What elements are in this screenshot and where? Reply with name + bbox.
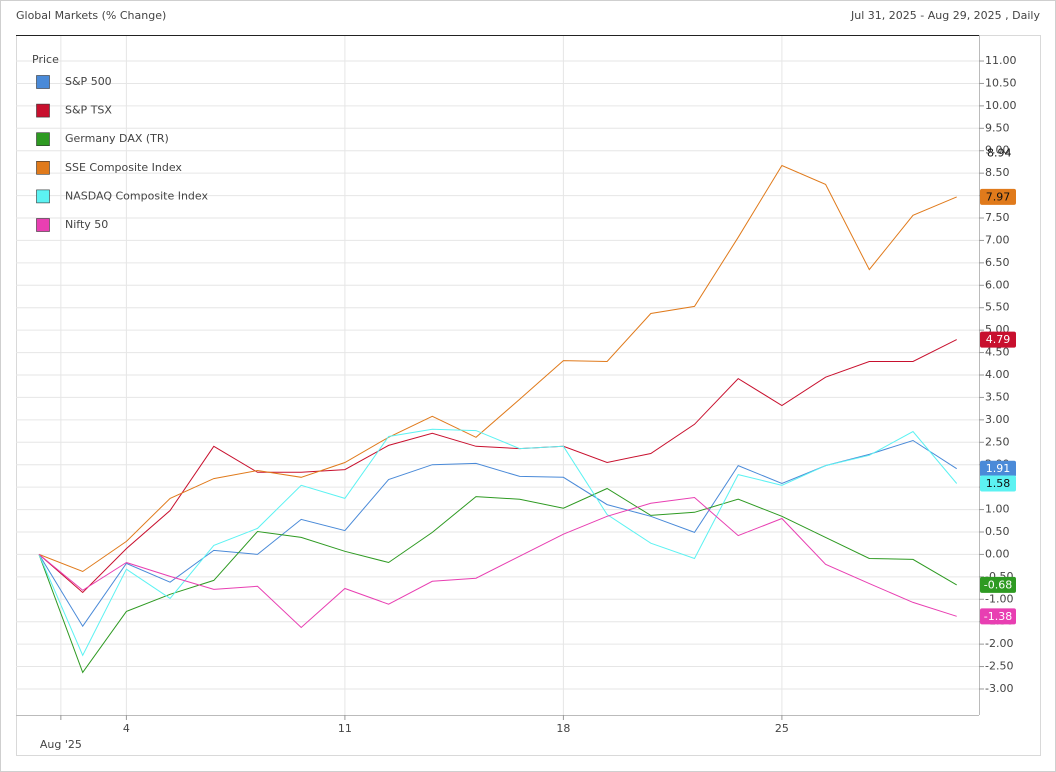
series-line [38,164,957,573]
legend-label: S&P TSX [65,104,112,117]
legend-label: SSE Composite Index [65,161,182,174]
x-tick-label: 25 [775,722,789,735]
y-tick-label: 6.50 [985,256,1010,269]
y-tick-label: 7.50 [985,211,1010,224]
value-badge-label: -0.68 [984,578,1012,591]
lines [38,164,958,674]
y-tick-label: 6.00 [985,278,1010,291]
axes: 11.0010.5010.009.509.008.508.007.507.006… [40,54,1017,751]
y-tick-label: 4.00 [985,368,1010,381]
y-tick-label: 1.00 [985,503,1010,516]
month-label: Aug '25 [40,738,82,751]
y-tick-label: 4.50 [985,346,1010,359]
series-line [38,428,958,657]
y-tick-label: 0.00 [985,547,1010,560]
value-badge-label: -1.38 [984,610,1012,623]
value-badge [980,608,1016,625]
y-tick-label: -2.00 [985,637,1013,650]
y-tick-label: 8.50 [985,166,1010,179]
y-tick-label: 10.50 [985,76,1017,89]
legend-swatch [36,103,50,118]
value-badge [980,576,1016,593]
y-tick-label: 9.50 [985,121,1010,134]
y-tick-label: -3.00 [985,682,1013,695]
legend-title: Price [32,53,59,66]
grid [16,35,979,715]
y-tick-label: 7.00 [985,233,1010,246]
chart-frame [16,35,1041,756]
x-tick-label: 4 [123,722,130,735]
y-tick-label: 11.00 [985,54,1017,67]
legend-swatch [36,218,50,232]
value-badge-label: 4.79 [986,333,1011,346]
x-tick-label: 11 [338,722,352,735]
legend-swatch [36,75,50,89]
value-badge-label: 1.58 [986,477,1011,490]
value-badge [980,331,1016,348]
legend-label: Germany DAX (TR) [65,132,169,145]
value-badge [980,460,1016,477]
legend-label: NASDAQ Composite Index [65,189,208,202]
series-line [38,439,957,628]
legend-swatch [36,161,50,175]
legend-label: S&P 500 [65,75,112,88]
series-line [38,339,957,594]
legend-swatch [36,189,50,204]
chart-title: Global Markets (% Change) [16,9,166,22]
annotation-value: 8.94 [987,146,1012,159]
value-badge-label: 7.97 [986,190,1011,203]
last-value-badges: 1.91 4.79 -0.68 7.97 1.58 -1.38 [980,188,1016,625]
y-tick-label: 10.00 [985,99,1017,112]
legend: Price S&P 500 S&P TSX Germany DAX (TR) SSE … [32,53,208,232]
y-tick-label: 9.00 [985,144,1010,157]
y-tick-label: 3.00 [985,413,1010,426]
legend-swatch [36,132,50,146]
series-line [38,487,957,674]
legend-label: Nifty 50 [65,218,108,231]
y-tick-label: -1.00 [985,592,1013,605]
chart-subtitle: Jul 31, 2025 - Aug 29, 2025 , Daily [850,9,1040,22]
value-badge-label: 1.91 [986,462,1011,475]
value-badge [980,188,1016,205]
value-badge [980,475,1016,492]
y-tick-label: 0.50 [985,525,1010,538]
y-tick-label: 2.50 [985,435,1010,448]
y-tick-label: 3.50 [985,390,1010,403]
y-tick-label: 5.50 [985,301,1010,314]
y-tick-label: -2.50 [985,660,1013,673]
x-tick-label: 18 [556,722,570,735]
series-line [38,496,957,629]
